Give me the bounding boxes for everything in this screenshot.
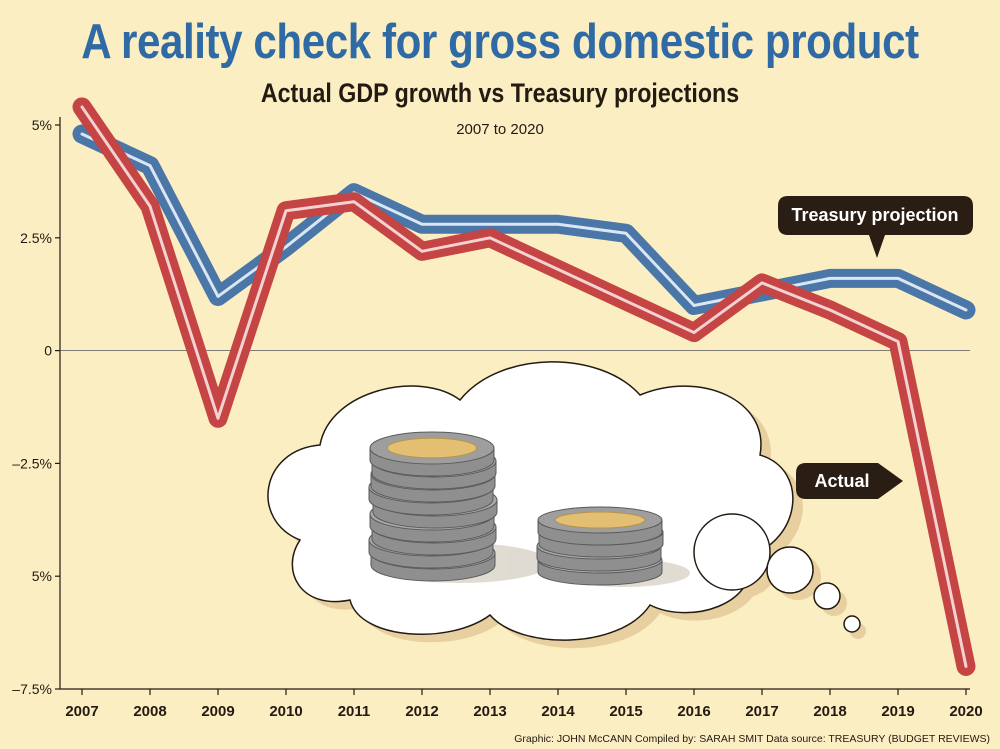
chart-title: A reality check for gross domestic produ… [81, 15, 919, 69]
actual-callout: Actual [796, 463, 903, 499]
y-tick-label: –7.5% [12, 681, 52, 697]
y-tick-label: 0 [44, 343, 52, 359]
x-tick-label: 2010 [269, 703, 302, 720]
y-tick-label: 5% [32, 568, 52, 584]
x-tick-label: 2018 [813, 703, 846, 720]
x-tick-label: 2019 [881, 703, 914, 720]
x-tick-label: 2009 [201, 703, 234, 720]
series-line-highlight [80, 105, 968, 668]
y-tick-label: 2.5% [20, 230, 52, 246]
x-tick-label: 2017 [745, 703, 778, 720]
x-tick-label: 2015 [609, 703, 642, 720]
thought-cloud-icon [267, 361, 861, 641]
y-tick-label: –2.5% [12, 455, 52, 471]
coin-stacks-icon [368, 431, 664, 586]
x-tick-label: 2014 [541, 703, 575, 720]
thought-cloud-with-coin-stacks-icon [267, 361, 866, 649]
x-tick-label: 2013 [473, 703, 506, 720]
x-tick-label: 2016 [677, 703, 710, 720]
treasury-callout: Treasury projection [778, 196, 973, 258]
x-tick-label: 2008 [133, 703, 166, 720]
x-ticks: 2007 2008 2009 2010 2011 2012 2013 2014 2015 2016… [65, 689, 983, 720]
series-line-highlight [80, 132, 968, 312]
x-tick-label: 2011 [338, 703, 371, 720]
y-tick-label: 5% [32, 117, 52, 133]
x-tick-label: 2012 [405, 703, 438, 720]
date-range: 2007 to 2020 [456, 121, 544, 138]
x-tick-label: 2007 [65, 703, 98, 720]
actual-callout-label: Actual [814, 471, 869, 491]
chart-subtitle: Actual GDP growth vs Treasury projection… [260, 78, 740, 108]
treasury-callout-label: Treasury projection [791, 205, 958, 225]
x-tick-label: 2020 [949, 703, 982, 720]
series-lines [72, 97, 976, 676]
y-ticks: 5% 2.5% 0 –2.5% 5% –7.5% [12, 117, 60, 697]
credits: Graphic: JOHN McCANN Compiled by: SARAH … [514, 733, 990, 745]
